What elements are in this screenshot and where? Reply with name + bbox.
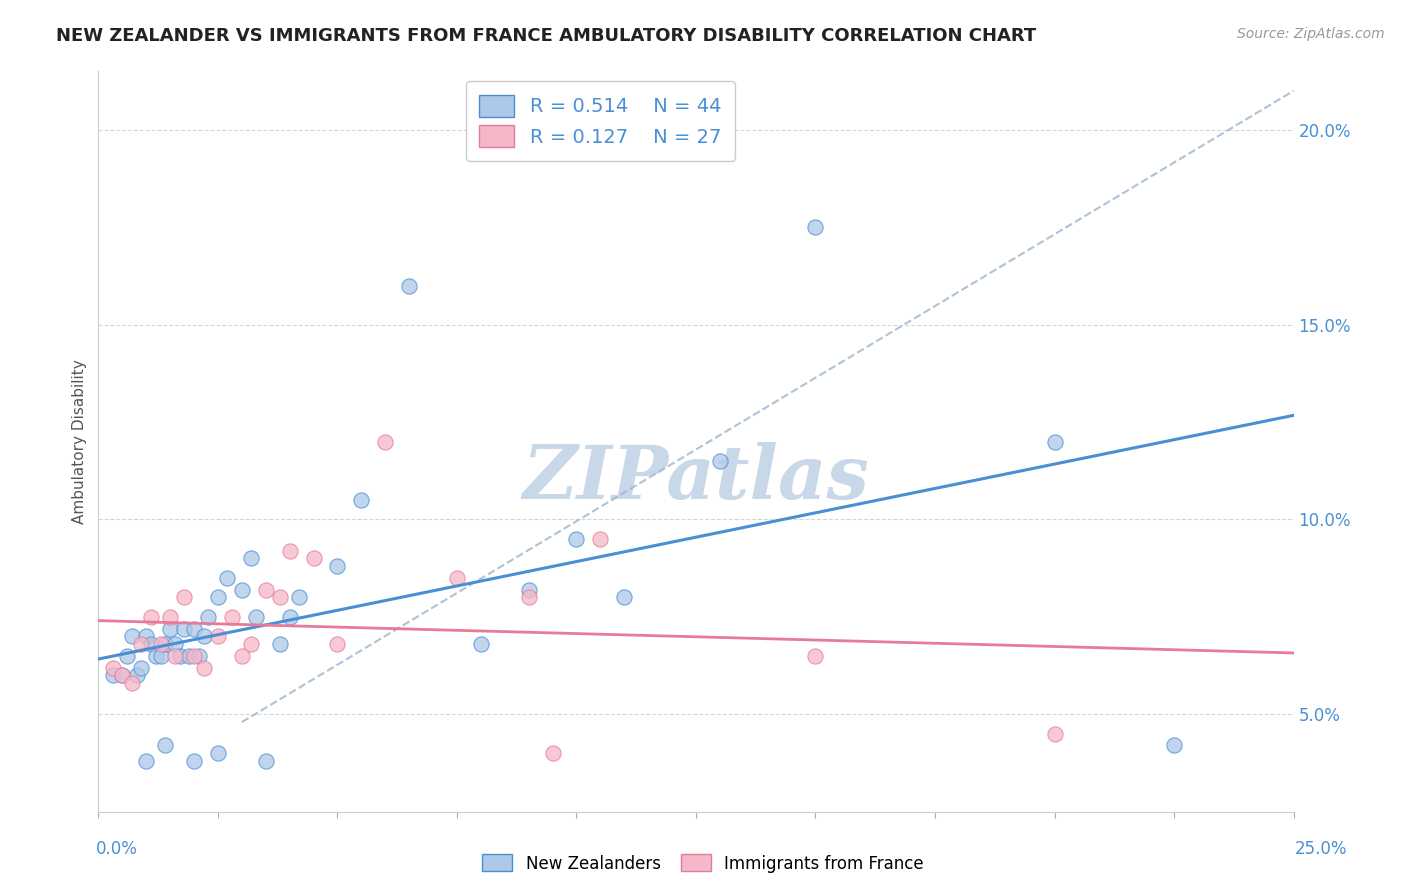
Point [155, 739, 177, 753]
Y-axis label: Ambulatory Disability: Ambulatory Disability [72, 359, 87, 524]
Point [326, 637, 349, 651]
Point [101, 668, 124, 682]
Point [131, 660, 153, 674]
Point [149, 648, 172, 663]
Point [125, 668, 148, 682]
Point [207, 746, 229, 760]
Point [398, 278, 420, 293]
Point [541, 746, 564, 760]
Point [193, 629, 215, 643]
Point [1043, 727, 1066, 741]
Point [121, 629, 143, 643]
Point [1163, 739, 1185, 753]
Point [374, 434, 396, 449]
Point [173, 622, 195, 636]
Point [139, 610, 162, 624]
Point [565, 532, 588, 546]
Point [111, 668, 134, 682]
Legend: R = 0.514    N = 44, R = 0.127    N = 27: R = 0.514 N = 44, R = 0.127 N = 27 [465, 81, 735, 161]
Point [163, 648, 186, 663]
Text: ZIPatlas: ZIPatlas [523, 442, 869, 515]
Point [278, 543, 301, 558]
Point [179, 648, 201, 663]
Point [240, 551, 263, 566]
Point [613, 591, 636, 605]
Point [1043, 434, 1066, 449]
Point [278, 610, 301, 624]
Point [804, 648, 827, 663]
Point [517, 582, 540, 597]
Point [517, 591, 540, 605]
Point [159, 622, 181, 636]
Point [115, 648, 138, 663]
Point [183, 648, 205, 663]
Point [111, 668, 134, 682]
Point [269, 637, 291, 651]
Point [240, 637, 263, 651]
Point [231, 582, 253, 597]
Point [207, 591, 229, 605]
Text: NEW ZEALANDER VS IMMIGRANTS FROM FRANCE AMBULATORY DISABILITY CORRELATION CHART: NEW ZEALANDER VS IMMIGRANTS FROM FRANCE … [56, 27, 1036, 45]
Point [302, 551, 325, 566]
Point [804, 220, 827, 235]
Point [589, 532, 612, 546]
Point [350, 493, 373, 508]
Point [145, 648, 167, 663]
Point [173, 591, 195, 605]
Point [169, 648, 191, 663]
Point [149, 637, 172, 651]
Point [326, 559, 349, 574]
Point [183, 622, 205, 636]
Point [217, 571, 239, 585]
Point [155, 637, 177, 651]
Point [159, 610, 181, 624]
Point [197, 610, 219, 624]
Point [135, 629, 157, 643]
Point [254, 754, 277, 768]
Point [183, 754, 205, 768]
Legend: New Zealanders, Immigrants from France: New Zealanders, Immigrants from France [475, 847, 931, 880]
Point [254, 582, 277, 597]
Point [207, 629, 229, 643]
Point [139, 637, 162, 651]
Point [187, 648, 209, 663]
Point [193, 660, 215, 674]
Point [101, 660, 124, 674]
Point [221, 610, 243, 624]
Text: 25.0%: 25.0% [1295, 840, 1347, 858]
Point [288, 591, 311, 605]
Point [245, 610, 267, 624]
Point [231, 648, 253, 663]
Text: 0.0%: 0.0% [96, 840, 138, 858]
Point [446, 571, 468, 585]
Point [163, 637, 186, 651]
Text: Source: ZipAtlas.com: Source: ZipAtlas.com [1237, 27, 1385, 41]
Point [709, 454, 731, 468]
Point [269, 591, 291, 605]
Point [470, 637, 492, 651]
Point [131, 637, 153, 651]
Point [135, 754, 157, 768]
Point [121, 676, 143, 690]
